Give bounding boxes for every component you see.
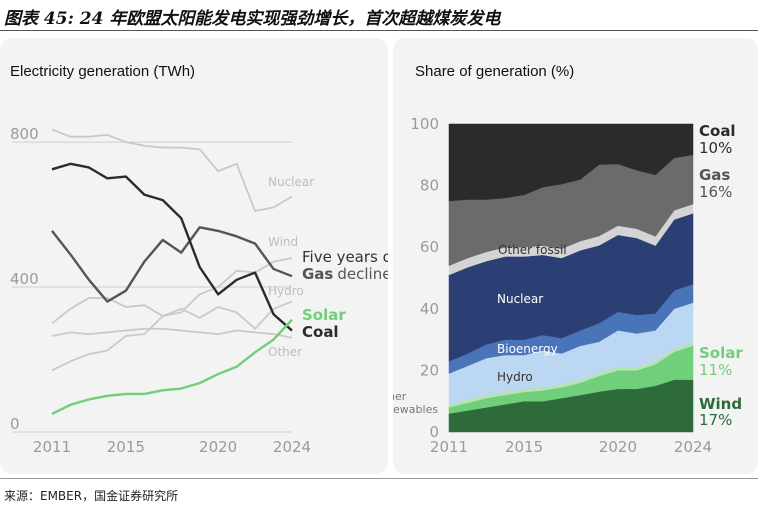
y-tick-label: 60 <box>420 238 439 256</box>
line-series-gas <box>51 226 293 303</box>
series-label-other: Other <box>268 345 302 359</box>
x-tick-label: 2024 <box>273 438 311 456</box>
y-tick-label: 80 <box>420 177 439 195</box>
line-series-other <box>51 327 293 339</box>
area-label-solar: Solar <box>699 344 743 362</box>
line-series-wind <box>51 257 293 372</box>
series-label-solar: Solar <box>302 306 346 324</box>
share-area-chart: Share of generation (%) 0 20 40 60 80 100 2011… <box>393 63 743 456</box>
gas-decline-word: decline <box>337 265 388 283</box>
area-label-solar-pct: 11% <box>699 361 732 379</box>
y-tick-label: 20 <box>420 361 439 379</box>
line-chart-title: Electricity generation (TWh) <box>10 63 195 80</box>
y-tick-label: 0 <box>429 423 439 441</box>
line-series-solar <box>51 318 293 415</box>
generation-line-chart: Electricity generation (TWh) 0 400 800 2011… <box>10 63 388 456</box>
area-label-other-fossil: Other fossil <box>498 243 567 257</box>
x-tick-label: 2011 <box>33 438 71 456</box>
x-tick-label: 2024 <box>674 438 712 456</box>
area-label-other-renewables-2: renewables <box>393 403 438 416</box>
generation-line-chart-panel: Electricity generation (TWh) 0 400 800 2011… <box>0 38 388 474</box>
y-tick-label: 100 <box>410 115 439 133</box>
x-tick-label: 2020 <box>199 438 237 456</box>
line-series-nuclear <box>51 128 293 212</box>
x-tick-label: 2020 <box>599 438 637 456</box>
area-label-hydro: Hydro <box>497 370 533 384</box>
x-tick-label: 2011 <box>430 438 468 456</box>
area-chart-title: Share of generation (%) <box>415 63 574 80</box>
area-label-wind-pct: 17% <box>699 411 732 429</box>
area-series-coal <box>448 123 694 202</box>
share-area-chart-panel: Share of generation (%) 0 20 40 60 80 100 2011… <box>393 38 758 474</box>
footer-divider <box>0 478 758 479</box>
area-label-gas-pct: 16% <box>699 183 732 201</box>
area-label-nuclear: Nuclear <box>497 292 543 306</box>
gas-decline-annotation-line2: Gas decline <box>302 265 388 283</box>
line-series-hydro <box>51 297 293 330</box>
area-label-gas: Gas <box>699 166 730 184</box>
area-label-bioenergy: Bioenergy <box>497 342 558 356</box>
x-tick-label: 2015 <box>505 438 543 456</box>
line-series-coal <box>51 162 293 332</box>
y-tick-label: 0 <box>10 415 20 433</box>
area-label-coal: Coal <box>699 122 736 140</box>
y-tick-label: 40 <box>420 300 439 318</box>
series-label-hydro: Hydro <box>268 284 304 298</box>
series-label-nuclear: Nuclear <box>268 175 314 189</box>
y-tick-label: 800 <box>10 125 39 143</box>
series-label-coal: Coal <box>302 323 339 341</box>
area-label-other-renewables-1: Other <box>393 390 407 403</box>
x-tick-label: 2015 <box>107 438 145 456</box>
series-label-wind: Wind <box>268 235 298 249</box>
y-tick-label: 400 <box>10 270 39 288</box>
gas-decline-annotation-line1: Five years of <box>302 248 388 266</box>
gas-series-label: Gas <box>302 265 333 283</box>
figure-title: 图表 45: 24 年欧盟太阳能发电实现强劲增长，首次超越煤炭发电 <box>4 9 501 29</box>
source-note: 来源：EMBER，国金证券研究所 <box>4 489 179 503</box>
area-label-wind: Wind <box>699 395 742 413</box>
title-divider <box>0 30 758 31</box>
area-label-coal-pct: 10% <box>699 139 732 157</box>
